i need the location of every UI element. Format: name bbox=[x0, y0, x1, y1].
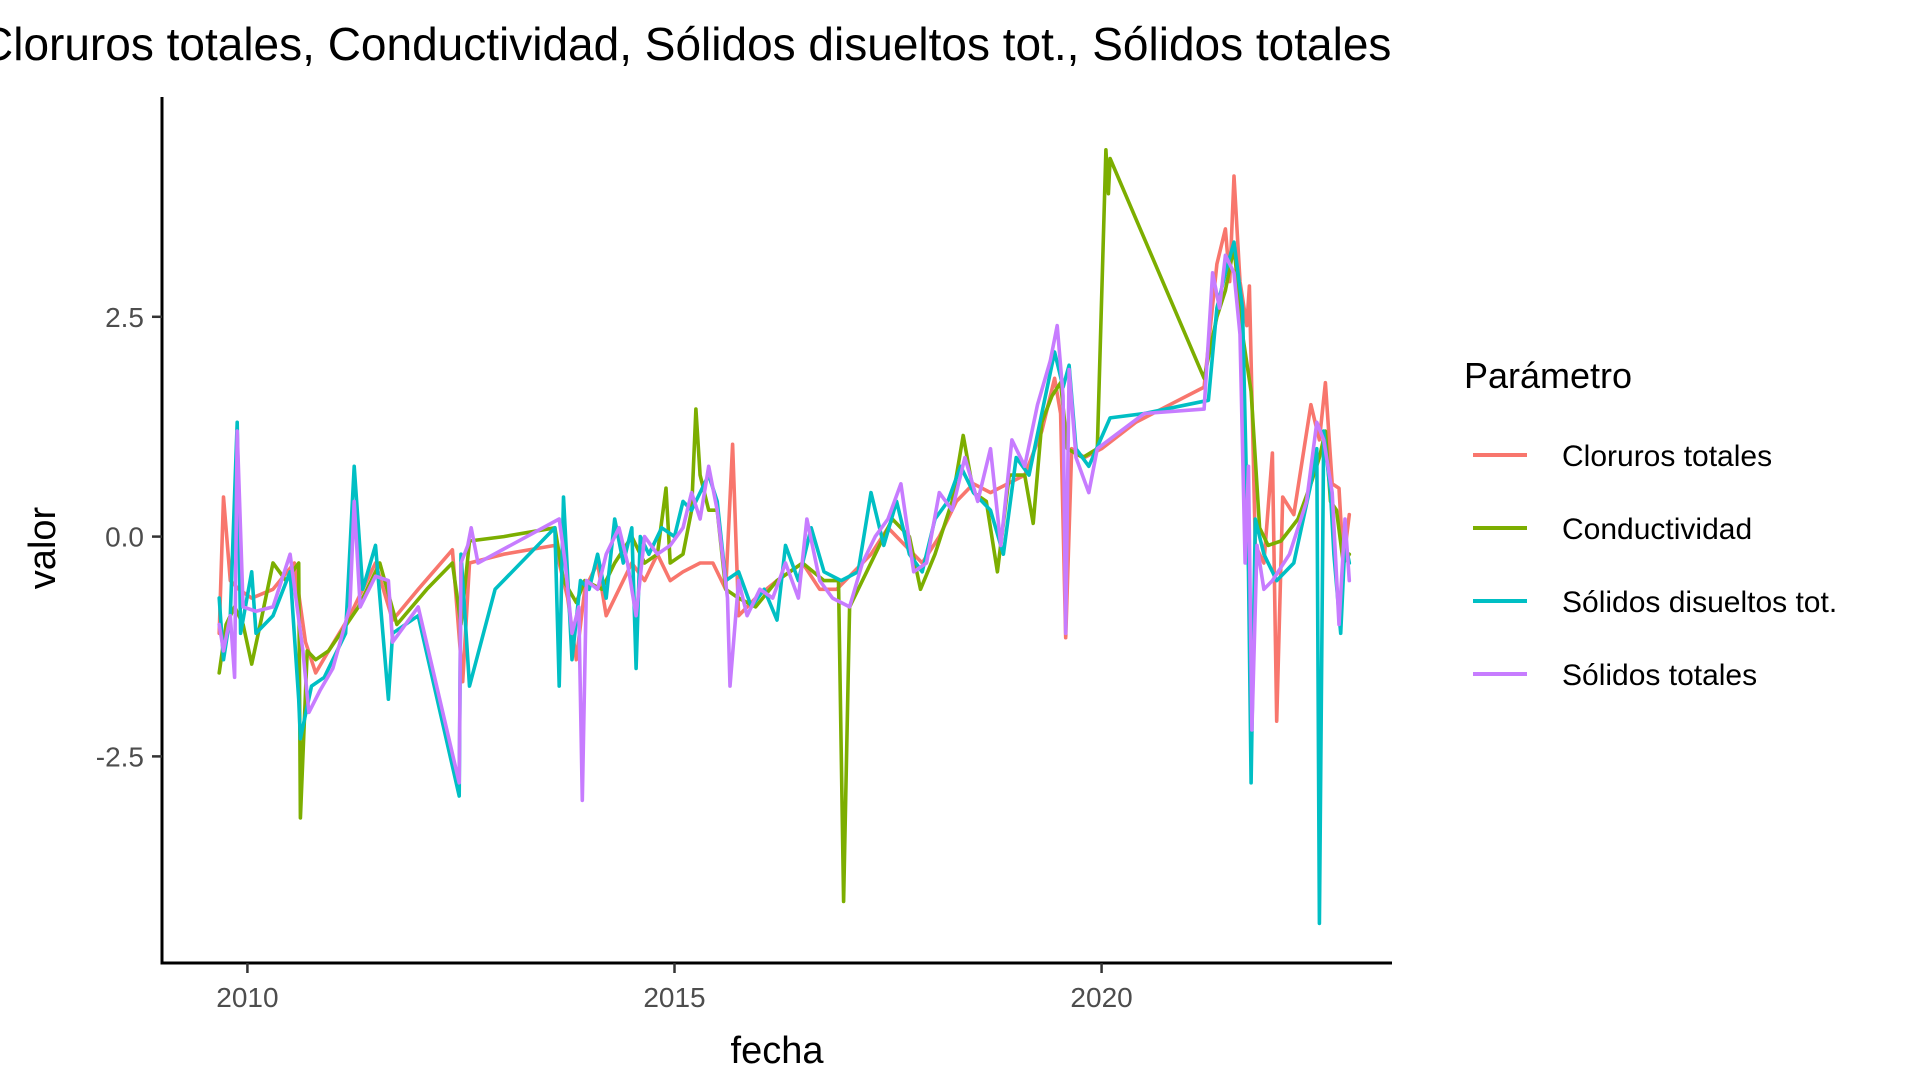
legend-items: Cloruros totales Conductividad Sólidos dis… bbox=[1473, 440, 1837, 692]
x-axis-title: fecha bbox=[731, 1030, 825, 1072]
x-tick-label-2020: 2020 bbox=[1070, 982, 1132, 1013]
series-line-1 bbox=[217, 174, 1352, 723]
legend-title: Parámetro bbox=[1464, 355, 1632, 396]
plot-area bbox=[217, 148, 1352, 926]
y-tick-label--2.5: -2.5 bbox=[96, 741, 144, 772]
series-line-4 bbox=[217, 253, 1352, 803]
legend-label-3: Sólidos disueltos tot. bbox=[1562, 586, 1837, 619]
y-tick-label-0.0: 0.0 bbox=[105, 522, 144, 553]
y-axis-ticks: -2.5 0.0 2.5 bbox=[96, 302, 162, 772]
legend-label-2: Conductividad bbox=[1562, 513, 1752, 546]
chart-title: Cloruros totales, Conductividad, Sólidos… bbox=[0, 18, 1391, 70]
x-tick-label-2015: 2015 bbox=[643, 982, 705, 1013]
x-axis-ticks: 2010 2015 2020 bbox=[216, 963, 1133, 1013]
series-line-3 bbox=[217, 240, 1352, 926]
series-line-2 bbox=[217, 148, 1352, 904]
y-axis-title: valor bbox=[22, 506, 64, 589]
legend-label-4: Sólidos totales bbox=[1562, 659, 1757, 692]
legend: Parámetro Cloruros totales Conductividad S… bbox=[1464, 355, 1837, 692]
y-tick-label-2.5: 2.5 bbox=[105, 302, 144, 333]
x-tick-label-2010: 2010 bbox=[216, 982, 278, 1013]
legend-label-1: Cloruros totales bbox=[1562, 440, 1772, 473]
